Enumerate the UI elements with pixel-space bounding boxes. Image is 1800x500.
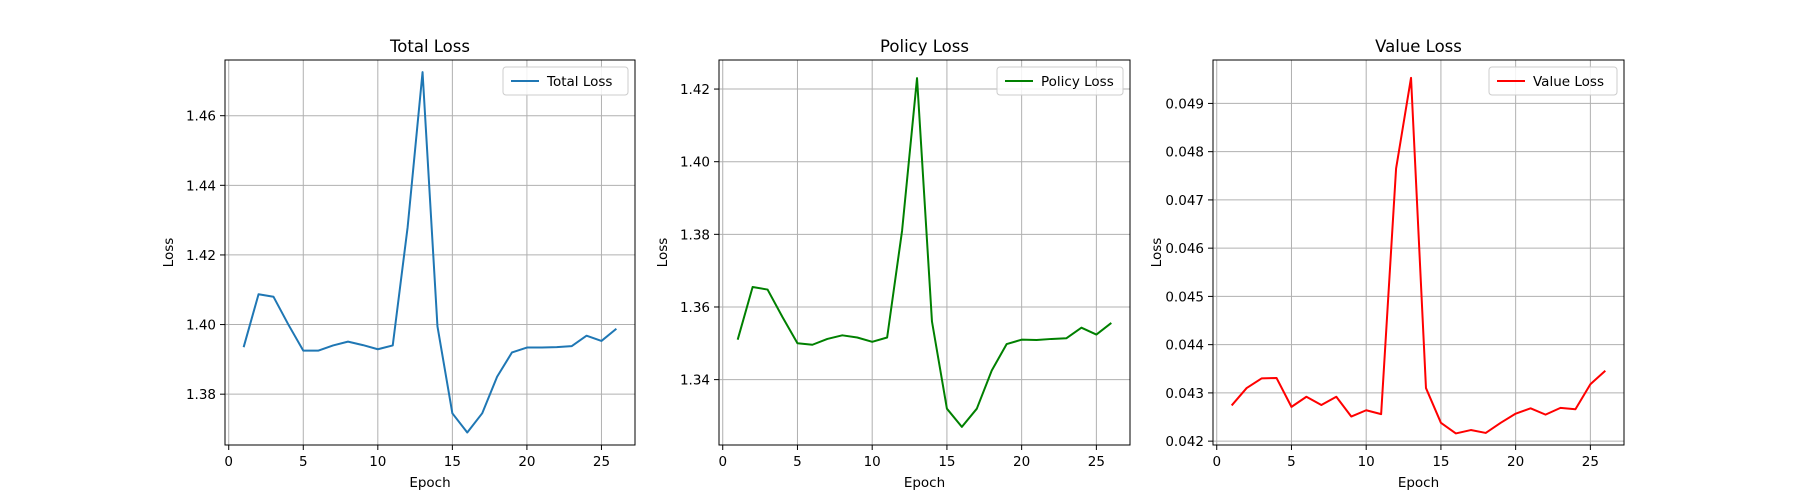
x-tick-label: 10 bbox=[1358, 454, 1375, 470]
legend: Total Loss bbox=[502, 66, 629, 96]
y-tick-label: 1.38 bbox=[680, 227, 710, 243]
x-tick-label: 10 bbox=[864, 454, 881, 470]
x-tick-label: 15 bbox=[1432, 454, 1449, 470]
y-tick-label: 0.048 bbox=[1165, 145, 1204, 161]
plot-frame bbox=[224, 59, 636, 446]
y-tick-label: 0.046 bbox=[1165, 241, 1204, 257]
x-axis-label: Epoch bbox=[904, 475, 945, 491]
x-tick-label: 0 bbox=[718, 454, 727, 470]
series-line bbox=[242, 71, 617, 434]
x-tick-label: 0 bbox=[1212, 454, 1221, 470]
y-tick-label: 0.042 bbox=[1165, 434, 1204, 450]
legend: Value Loss bbox=[1488, 66, 1618, 96]
y-tick-label: 0.047 bbox=[1165, 193, 1204, 209]
y-axis-label: Loss bbox=[1149, 238, 1165, 268]
x-tick-label: 10 bbox=[369, 454, 386, 470]
y-tick-label: 0.045 bbox=[1165, 289, 1204, 305]
legend-box bbox=[1488, 66, 1618, 96]
y-tick-label: 1.36 bbox=[680, 300, 710, 316]
chart-title: Value Loss bbox=[1375, 37, 1462, 56]
chart-panel-0: 0 5 10 15 20 25 1.38 1.40 1.42 1.44 1.46 Total Loss… bbox=[161, 37, 636, 491]
x-tick-label: 5 bbox=[793, 454, 802, 470]
y-tick-label: 1.46 bbox=[186, 109, 216, 125]
y-tick-label: 0.044 bbox=[1165, 338, 1204, 354]
chart-title: Total Loss bbox=[389, 37, 470, 56]
legend-label: Total Loss bbox=[546, 74, 612, 90]
series-line bbox=[1230, 76, 1606, 435]
y-tick-label: 1.34 bbox=[680, 373, 710, 389]
x-axis-label: Epoch bbox=[409, 475, 450, 491]
x-tick-label: 20 bbox=[1013, 454, 1030, 470]
y-tick-label: 1.40 bbox=[186, 318, 216, 334]
y-tick-label: 1.42 bbox=[186, 248, 216, 264]
plot-frame bbox=[718, 59, 1131, 446]
y-tick-label: 1.42 bbox=[680, 82, 710, 98]
x-tick-label: 25 bbox=[1582, 454, 1599, 470]
x-tick-label: 15 bbox=[444, 454, 461, 470]
x-tick-label: 25 bbox=[593, 454, 610, 470]
legend: Policy Loss bbox=[996, 66, 1124, 96]
x-tick-label: 5 bbox=[1287, 454, 1296, 470]
y-axis-label: Loss bbox=[655, 238, 671, 268]
x-tick-label: 0 bbox=[224, 454, 233, 470]
legend-box bbox=[996, 66, 1124, 96]
y-tick-label: 0.049 bbox=[1165, 96, 1204, 112]
plot-frame bbox=[1212, 59, 1625, 446]
x-axis-label: Epoch bbox=[1398, 475, 1439, 491]
legend-label: Policy Loss bbox=[1041, 74, 1114, 90]
x-tick-label: 20 bbox=[1507, 454, 1524, 470]
legend-label: Value Loss bbox=[1533, 74, 1604, 90]
x-tick-label: 5 bbox=[299, 454, 308, 470]
chart-title: Policy Loss bbox=[880, 37, 969, 56]
legend-box bbox=[502, 66, 629, 96]
series-line bbox=[736, 77, 1112, 428]
chart-panel-1: 0 5 10 15 20 25 1.34 1.36 1.38 1.40 1.42 Policy Los… bbox=[655, 37, 1131, 491]
y-tick-label: 0.043 bbox=[1165, 386, 1204, 402]
y-axis-label: Loss bbox=[161, 238, 177, 268]
y-tick-label: 1.38 bbox=[186, 387, 216, 403]
y-tick-label: 1.40 bbox=[680, 155, 710, 171]
x-tick-label: 20 bbox=[518, 454, 535, 470]
y-tick-label: 1.44 bbox=[186, 178, 216, 194]
x-tick-label: 15 bbox=[938, 454, 955, 470]
x-tick-label: 25 bbox=[1088, 454, 1105, 470]
chart-panel-2: 0 5 10 15 20 25 0.042 0.043 0.044 0.045 0.046 0.047… bbox=[1149, 37, 1625, 491]
